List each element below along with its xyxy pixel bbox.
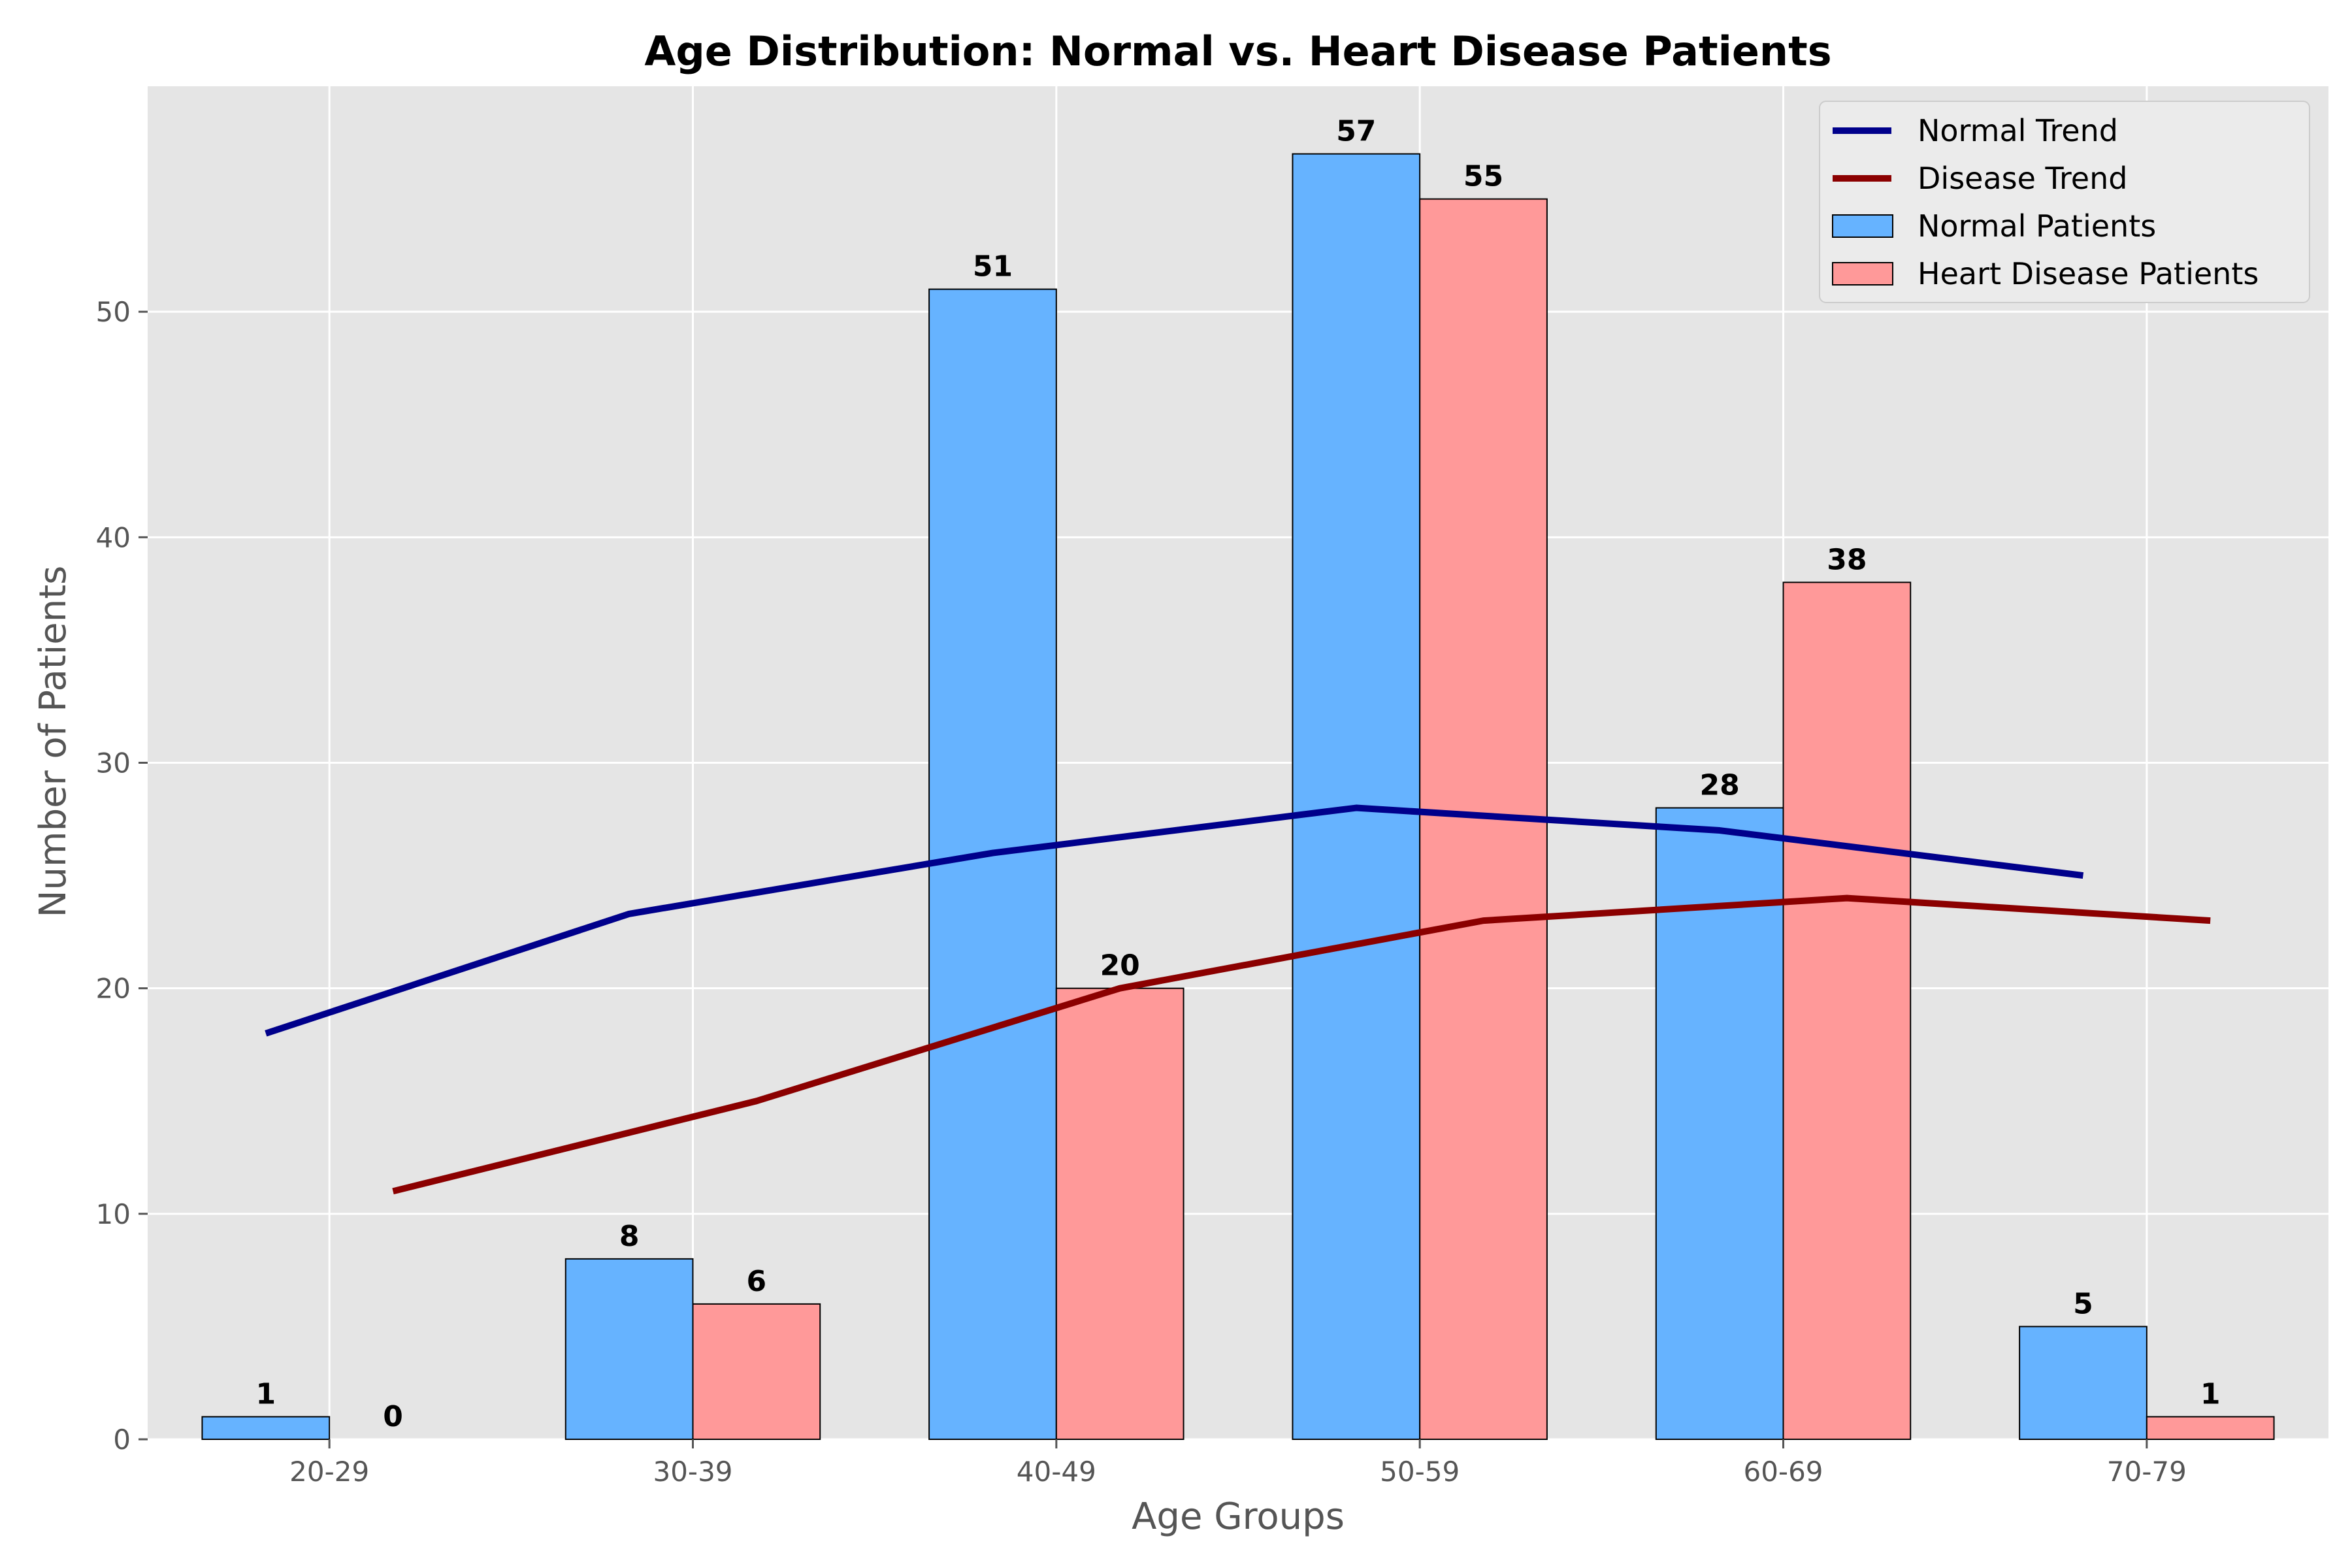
- disease-bar-label: 6: [747, 1265, 767, 1298]
- normal-bar: [2019, 1326, 2148, 1440]
- normal-bar-label: 57: [1336, 115, 1376, 148]
- trend-lines: [265, 804, 2211, 1195]
- normal-bar-label: 8: [619, 1220, 640, 1253]
- chart-title: Age Distribution: Normal vs. Heart Disea…: [644, 27, 1831, 75]
- disease-bar-label: 55: [1463, 160, 1503, 193]
- disease-bar-label: 1: [2200, 1377, 2221, 1411]
- disease-bar: [1055, 987, 1184, 1440]
- legend-disease-trend-label: Disease Trend: [1918, 161, 2127, 196]
- legend: Normal Trend Disease Trend Normal Patients…: [1819, 101, 2310, 303]
- disease-bar-label: 0: [383, 1400, 403, 1433]
- y-axis-label: Number of Patients: [32, 566, 74, 918]
- disease-bar: [1782, 581, 1912, 1440]
- x-tick-label: 50-59: [1380, 1456, 1460, 1488]
- legend-box: [1819, 101, 2310, 303]
- normal-trend-line: [265, 804, 2084, 1037]
- legend-disease-patients-label: Heart Disease Patients: [1918, 256, 2259, 291]
- disease-bar: [692, 1303, 821, 1441]
- disease-bar-label: 38: [1827, 543, 1867, 576]
- disease-bar-label: 20: [1100, 949, 1140, 983]
- y-tick-label: 50: [96, 296, 131, 328]
- bars: [201, 153, 2275, 1441]
- x-axis-label: Age Groups: [1132, 1495, 1345, 1538]
- legend-normal-patients-label: Normal Patients: [1918, 208, 2156, 244]
- legend-normal-trend-label: Normal Trend: [1918, 113, 2118, 148]
- normal-bar: [564, 1258, 694, 1441]
- normal-bar-label: 28: [1700, 769, 1740, 802]
- x-tick-label: 30-39: [653, 1456, 732, 1488]
- x-tick-label: 60-69: [1743, 1456, 1823, 1488]
- y-tick-label: 10: [96, 1198, 131, 1230]
- x-tick-label: 70-79: [2107, 1456, 2187, 1488]
- normal-bar: [1655, 807, 1784, 1440]
- normal-bar: [928, 288, 1057, 1440]
- disease-bar: [2146, 1416, 2275, 1441]
- y-tick-label: 40: [96, 521, 131, 553]
- y-tick-label: 20: [96, 973, 131, 1005]
- disease-trend-line: [392, 894, 2211, 1195]
- y-tick-label: 30: [96, 747, 131, 779]
- y-tick-label: 0: [113, 1424, 131, 1456]
- legend-disease-patients-swatch: [1832, 262, 1893, 286]
- bar-value-labels: 1 8 51 57 28 5 0 6 20 55 38 1: [255, 115, 2220, 1433]
- x-tick-label: 20-29: [289, 1456, 369, 1488]
- normal-bar-label: 5: [2073, 1287, 2093, 1320]
- normal-bar: [1292, 153, 1421, 1440]
- legend-normal-patients-swatch: [1832, 214, 1893, 238]
- normal-bar: [201, 1416, 331, 1441]
- normal-bar-label: 1: [255, 1377, 276, 1411]
- x-tick-label: 40-49: [1017, 1456, 1096, 1488]
- normal-bar-label: 51: [973, 250, 1013, 284]
